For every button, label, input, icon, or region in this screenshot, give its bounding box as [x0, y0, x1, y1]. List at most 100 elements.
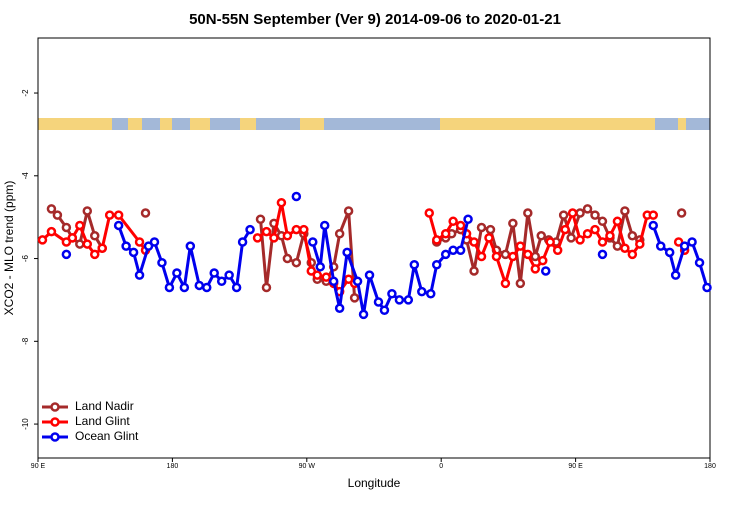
data-point — [334, 228, 345, 239]
data-point — [282, 253, 293, 264]
data-point — [282, 231, 293, 241]
x-tick-label: 90 W — [299, 463, 316, 470]
data-point — [291, 191, 302, 202]
data-point — [558, 210, 569, 220]
data-point — [655, 241, 666, 251]
data-point — [545, 237, 555, 247]
data-point — [172, 268, 182, 278]
data-point — [149, 237, 160, 247]
data-point — [431, 235, 442, 245]
data-point — [373, 297, 384, 307]
data-point — [237, 237, 248, 247]
data-point — [424, 208, 435, 218]
data-point — [673, 237, 684, 247]
legend-marker — [50, 402, 60, 412]
data-point — [216, 276, 227, 287]
x-tick-label: 90 E — [568, 463, 583, 470]
data-point — [319, 220, 330, 231]
data-point — [687, 237, 697, 247]
data-point — [448, 216, 458, 227]
data-point — [567, 208, 578, 218]
plot-frame — [37, 37, 711, 459]
data-point — [448, 245, 458, 256]
data-point — [157, 257, 167, 268]
data-point — [612, 241, 623, 251]
data-point — [530, 264, 541, 274]
data-point — [334, 303, 345, 313]
data-point — [575, 208, 585, 218]
data-point — [582, 228, 593, 239]
y-axis-label: XCO2 - MLO trend (ppm) — [2, 181, 16, 316]
x-tick-label: 90 E — [31, 463, 46, 470]
data-point — [231, 282, 242, 293]
data-point — [463, 214, 473, 224]
data-point — [620, 206, 630, 216]
data-point — [134, 270, 145, 280]
data-point — [67, 233, 78, 243]
data-point — [349, 293, 360, 303]
data-point — [597, 216, 608, 227]
data-point — [627, 249, 638, 260]
data-point — [97, 243, 107, 253]
data-point — [82, 239, 93, 249]
data-point — [469, 266, 479, 276]
data-point — [530, 251, 541, 262]
data-point — [582, 204, 593, 214]
data-point — [89, 249, 100, 260]
y-tick-label: -8 — [21, 337, 30, 345]
data-point — [702, 282, 712, 293]
data-point — [523, 249, 533, 260]
data-point — [201, 282, 212, 293]
legend-marker — [50, 417, 60, 427]
data-point — [484, 233, 494, 243]
y-tick-label: -6 — [21, 254, 30, 262]
data-point — [536, 231, 547, 241]
data-point — [261, 226, 272, 237]
data-point — [299, 224, 309, 235]
data-point — [224, 270, 234, 280]
data-point — [440, 228, 451, 239]
data-point — [121, 241, 131, 251]
data-point — [342, 247, 352, 258]
data-point — [128, 247, 139, 258]
data-point — [431, 260, 442, 270]
data-point — [46, 226, 57, 237]
data-point — [61, 249, 72, 260]
x-tick-label: 180 — [167, 463, 179, 470]
data-point — [209, 268, 219, 278]
data-point — [455, 220, 466, 231]
data-point — [523, 208, 533, 218]
data-point — [61, 237, 72, 247]
x-tick-label: 180 — [704, 463, 716, 470]
data-point — [379, 305, 390, 316]
data-point — [315, 262, 325, 272]
data-point — [52, 210, 63, 220]
y-tick-label: -2 — [21, 89, 30, 97]
data-point — [255, 214, 266, 224]
data-point — [417, 286, 427, 297]
x-axis-label: Longitude — [348, 476, 401, 490]
data-point — [491, 251, 502, 262]
data-point — [364, 270, 375, 280]
data-point — [269, 233, 279, 243]
data-point — [113, 220, 124, 231]
data-point — [455, 245, 466, 256]
data-point — [648, 220, 659, 231]
data-point — [75, 239, 85, 249]
data-point — [469, 237, 479, 247]
data-point — [590, 210, 600, 220]
data-point — [306, 266, 317, 276]
data-point — [508, 251, 518, 262]
data-point — [500, 249, 511, 260]
data-point — [537, 255, 548, 266]
data-point — [476, 222, 487, 233]
chart-title: 50N-55N September (Ver 9) 2014-09-06 to … — [189, 11, 561, 28]
data-point — [308, 237, 318, 247]
land-mask-strip — [38, 118, 710, 130]
data-point — [612, 216, 623, 227]
data-point — [485, 224, 496, 235]
data-point — [508, 218, 518, 229]
data-point — [82, 206, 93, 216]
data-point — [590, 224, 600, 235]
